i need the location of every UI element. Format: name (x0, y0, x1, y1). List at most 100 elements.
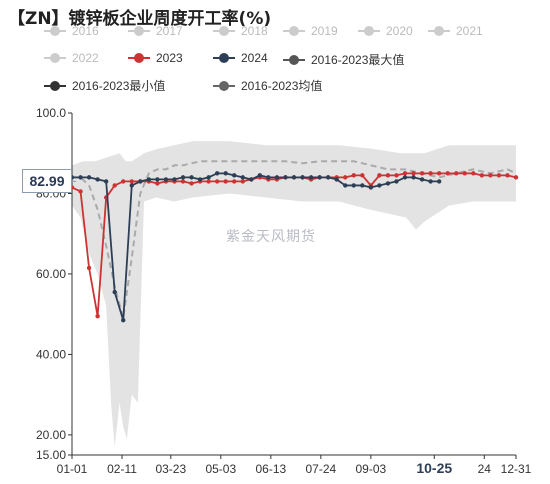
series-2023-point (206, 179, 211, 184)
legend-item-4[interactable]: 2020 (358, 24, 413, 38)
legend-label: 2016 (72, 24, 99, 38)
series-2024-point (112, 289, 117, 295)
series-2023-point (189, 181, 194, 186)
series-2024-point (308, 175, 314, 180)
series-2024-point (95, 177, 100, 182)
legend-marker (213, 52, 235, 64)
series-2023-point (360, 173, 365, 178)
chart-title: 【ZN】镀锌板企业周度开工率(%) (8, 9, 272, 29)
series-2023-point (223, 179, 228, 184)
legend-label: 2021 (456, 24, 483, 38)
series-2023-point (155, 181, 160, 186)
x-tick-label: 09-03 (355, 462, 386, 476)
legend-item-0[interactable]: 2016 (44, 24, 99, 38)
min-max-band (72, 141, 516, 447)
series-2024-point (78, 175, 83, 180)
series-2024-point (377, 183, 382, 188)
series-2023-point (180, 179, 186, 184)
x-tick-label: 03-23 (155, 462, 186, 476)
series-2023-point (513, 175, 519, 180)
x-tick-label: 10-25 (416, 460, 452, 476)
legend-marker (44, 25, 66, 37)
series-2023-point (402, 171, 408, 176)
legend-marker (213, 25, 235, 37)
legend-item-8[interactable]: 2024 (213, 51, 268, 65)
series-2023-point (496, 173, 502, 178)
series-2023-point (78, 189, 83, 194)
series-2024-point (240, 175, 245, 180)
series-2023-point (385, 173, 391, 178)
series-2024-point (129, 183, 134, 188)
legend-marker (213, 80, 235, 92)
series-2023-point (428, 171, 433, 176)
legend-marker (128, 52, 150, 64)
series-2024-point (189, 175, 194, 180)
series-2024-point (394, 179, 399, 184)
series-2024-point (206, 175, 211, 180)
legend-label: 2020 (386, 24, 413, 38)
series-2024-point (283, 175, 288, 180)
series-2024-point (411, 175, 416, 180)
legend: 2016 2017 2018 2019 2020 2021 2022 2023 2024 2016… (0, 0, 550, 120)
series-2023-point (411, 171, 416, 176)
x-tick-label: 05-03 (205, 462, 236, 476)
legend-item-2[interactable]: 2018 (213, 24, 268, 38)
series-2024-point (334, 177, 339, 182)
x-tick-label: 06-13 (255, 462, 286, 476)
series-2024-point (274, 175, 280, 180)
x-tick-label: 01-01 (57, 462, 88, 476)
legend-item-6[interactable]: 2022 (44, 51, 99, 65)
legend-item-9[interactable]: 2016-2023最大值 (283, 51, 404, 68)
legend-label: 2024 (241, 51, 268, 65)
series-2023-point (129, 179, 134, 184)
series-2024-point (86, 175, 92, 180)
series-2023-point (343, 175, 348, 180)
legend-item-5[interactable]: 2021 (428, 24, 483, 38)
legend-marker (283, 25, 305, 37)
series-2023-point (394, 173, 399, 178)
series-2023-point (488, 173, 493, 178)
series-2024-point (419, 177, 425, 182)
series-2024-point (291, 175, 297, 180)
series-2023-point (505, 173, 510, 178)
x-tick-label: 07-24 (305, 462, 336, 476)
series-2024-point (232, 173, 237, 178)
series-2023-point (232, 179, 237, 184)
series-2024-point (103, 179, 109, 184)
series-2024-point (360, 183, 365, 188)
legend-label: 2018 (241, 24, 268, 38)
series-2024-point (266, 175, 271, 180)
legend-item-10[interactable]: 2016-2023最小值 (44, 77, 165, 94)
series-2023-point (471, 171, 476, 176)
series-2024-point (180, 175, 186, 180)
legend-marker (44, 80, 66, 92)
legend-label: 2016-2023最大值 (311, 53, 405, 67)
series-2023-point (419, 171, 425, 176)
series-2023-point (240, 179, 245, 184)
legend-label: 2016-2023均值 (241, 79, 323, 93)
series-2023-point (95, 313, 100, 319)
series-2023-point (121, 179, 126, 184)
series-2023-point (479, 173, 485, 178)
legend-item-11[interactable]: 2016-2023均值 (213, 77, 322, 94)
series-2024-point (300, 175, 305, 180)
legend-marker (358, 25, 380, 37)
legend-item-1[interactable]: 2017 (128, 24, 183, 38)
series-2023-point (214, 179, 220, 184)
series-2023-point (112, 183, 117, 188)
legend-item-7[interactable]: 2023 (128, 51, 183, 65)
y-tick-label: 60.00 (36, 267, 66, 281)
legend-marker (128, 25, 150, 37)
legend-label: 2023 (156, 51, 183, 65)
series-2024-point (428, 179, 433, 184)
legend-item-3[interactable]: 2019 (283, 24, 338, 38)
series-2023-point (462, 171, 467, 176)
legend-marker (428, 25, 450, 37)
legend-label: 2019 (311, 24, 338, 38)
y-tick-label: 20.00 (36, 428, 66, 442)
y-tick-label: 40.00 (36, 347, 66, 361)
y-tick-label: 100.0 (36, 106, 66, 120)
series-2024-point (368, 185, 374, 190)
series-2024-point (257, 173, 263, 178)
watermark: 紫金天风期货 (226, 228, 316, 244)
